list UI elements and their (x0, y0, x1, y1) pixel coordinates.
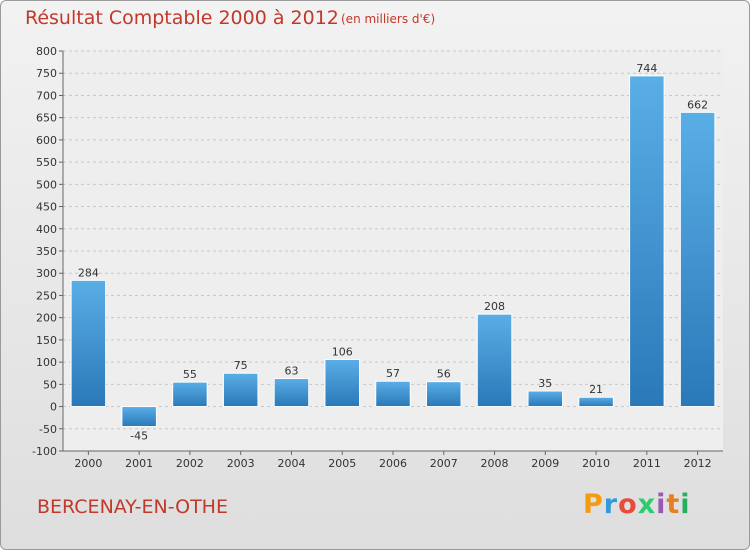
logo-letter: i (680, 489, 691, 520)
x-tick-label-2002: 2002 (176, 457, 204, 470)
logo-letter: i (656, 489, 667, 520)
x-tick-label-2010: 2010 (582, 457, 610, 470)
y-tick-label: 200 (36, 312, 57, 325)
bar-2011 (629, 75, 665, 408)
value-label-2003: 75 (234, 359, 248, 372)
y-tick-label: 350 (36, 245, 57, 258)
y-tick-label: 100 (36, 356, 57, 369)
x-tick-label-2011: 2011 (633, 457, 661, 470)
bar-2008 (476, 313, 513, 408)
y-tick-label: 500 (36, 178, 57, 191)
bar-2012 (679, 111, 716, 408)
bar-2001 (121, 406, 157, 428)
x-tick-label-2004: 2004 (277, 457, 305, 470)
y-tick-label: 150 (36, 334, 57, 347)
bar-2002 (172, 381, 208, 408)
value-label-2011: 744 (636, 62, 657, 75)
x-tick-label-2012: 2012 (684, 457, 712, 470)
value-label-2007: 56 (437, 368, 451, 381)
value-label-2001: -45 (130, 430, 148, 443)
y-tick-label: 250 (36, 289, 57, 302)
logo-letter: r (603, 489, 619, 520)
chart-subtitle: (en milliers d'€) (341, 12, 436, 26)
value-label-2012: 662 (687, 98, 708, 111)
y-tick-label: 300 (36, 267, 57, 280)
x-tick-label-2003: 2003 (227, 457, 255, 470)
value-label-2009: 35 (538, 377, 552, 390)
y-tick-label: 0 (50, 401, 57, 414)
bar-2007 (426, 381, 462, 408)
proxiti-logo: Proxiti (583, 489, 691, 520)
value-label-2004: 63 (284, 365, 298, 378)
y-tick-label: 700 (36, 89, 57, 102)
x-tick-label-2001: 2001 (125, 457, 153, 470)
bar-2009 (527, 390, 564, 408)
value-label-2002: 55 (183, 368, 197, 381)
logo-letter: P (583, 489, 604, 520)
x-tick-label-2006: 2006 (379, 457, 407, 470)
bar-2000 (70, 279, 107, 408)
x-tick-label-2005: 2005 (328, 457, 356, 470)
logo-letter: o (618, 489, 638, 520)
chart-title: Résultat Comptable 2000 à 2012 (25, 7, 339, 29)
value-label-2005: 106 (332, 345, 353, 358)
y-tick-label: 750 (36, 67, 57, 80)
y-tick-label: 450 (36, 201, 57, 214)
logo-letter: x (637, 489, 657, 520)
y-tick-label: 600 (36, 134, 57, 147)
value-label-2006: 57 (386, 367, 400, 380)
y-tick-label: 650 (36, 112, 57, 125)
x-tick-label-2008: 2008 (481, 457, 509, 470)
logo-letter: t (666, 489, 681, 520)
y-tick-label: 800 (36, 45, 57, 58)
bar-2010 (578, 396, 614, 408)
y-tick-label: 50 (43, 378, 57, 391)
x-tick-label-2000: 2000 (74, 457, 102, 470)
value-label-2008: 208 (484, 300, 505, 313)
y-tick-label: 400 (36, 223, 57, 236)
bar-2005 (324, 358, 360, 408)
y-tick-label: -50 (39, 423, 57, 436)
bar-2003 (222, 372, 259, 408)
y-tick-label: -100 (32, 445, 57, 458)
value-label-2000: 284 (78, 266, 99, 279)
x-tick-label-2007: 2007 (430, 457, 458, 470)
y-tick-label: 550 (36, 156, 57, 169)
bar-2006 (375, 380, 411, 408)
bar-2004 (273, 378, 310, 408)
x-tick-label-2009: 2009 (531, 457, 559, 470)
value-label-2010: 21 (589, 383, 603, 396)
commune-name: BERCENAY-EN-OTHE (37, 496, 228, 518)
